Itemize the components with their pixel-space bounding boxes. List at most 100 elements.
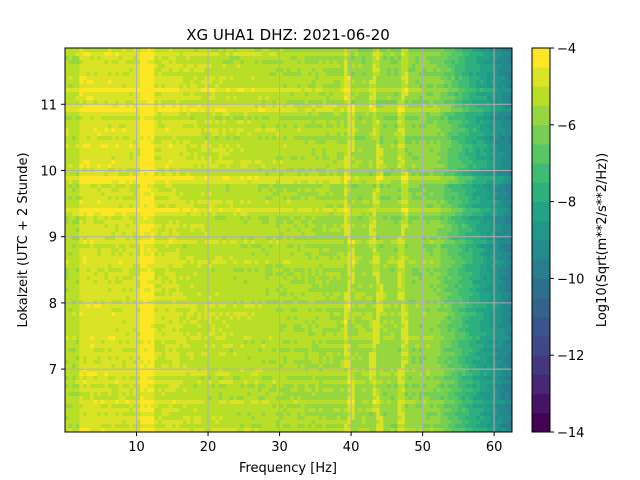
spectrogram-cell <box>411 60 416 65</box>
spectrogram-cell <box>122 144 127 149</box>
spectrogram-cell <box>368 164 373 169</box>
spectrogram-cell <box>183 116 187 121</box>
spectrogram-cell <box>479 52 484 57</box>
spectrogram-cell <box>354 56 359 61</box>
spectrogram-cell <box>115 64 120 69</box>
spectrogram-cell <box>386 172 391 177</box>
spectrogram-cell <box>258 80 263 85</box>
spectrogram-cell <box>304 136 309 141</box>
spectrogram-cell <box>304 172 309 177</box>
spectrogram-cell <box>386 60 391 65</box>
spectrogram-cell <box>72 96 77 101</box>
spectrogram-cell <box>254 92 259 97</box>
spectrogram-cell <box>415 108 420 113</box>
spectrogram-cell <box>65 196 69 201</box>
spectrogram-cell <box>386 184 391 189</box>
spectrogram-cell <box>93 188 98 193</box>
spectrogram-cell <box>336 48 341 53</box>
spectrogram-cell <box>132 156 137 161</box>
spectrogram-cell <box>168 164 173 169</box>
spectrogram-cell <box>100 72 105 77</box>
spectrogram-cell <box>393 172 398 177</box>
spectrogram-cell <box>358 200 363 205</box>
spectrogram-cell <box>272 84 277 89</box>
spectrogram-cell <box>436 152 441 157</box>
spectrogram-cell <box>315 92 320 97</box>
spectrogram-cell <box>347 128 352 133</box>
spectrogram-cell <box>501 52 506 57</box>
spectrogram-cell <box>444 76 449 81</box>
spectrogram-cell <box>93 60 98 65</box>
spectrogram-cell <box>118 144 123 149</box>
spectrogram-cell <box>447 120 452 125</box>
spectrogram-cell <box>111 96 116 101</box>
spectrogram-cell <box>404 128 409 133</box>
spectrogram-cell <box>504 84 509 89</box>
spectrogram-cell <box>447 136 452 141</box>
spectrogram-cell <box>354 200 359 205</box>
spectrogram-cell <box>157 148 162 153</box>
spectrogram-cell <box>365 120 370 125</box>
spectrogram-cell <box>243 196 248 201</box>
spectrogram-cell <box>440 52 445 57</box>
spectrogram-cell <box>486 188 491 193</box>
spectrogram-cell <box>454 60 459 65</box>
spectrogram-cell <box>186 160 191 165</box>
spectrogram-cell <box>329 152 334 157</box>
spectrogram-cell <box>183 112 187 117</box>
spectrogram-cell <box>308 132 313 137</box>
spectrogram-cell <box>361 188 366 193</box>
spectrogram-cell <box>215 100 220 105</box>
spectrogram-cell <box>132 84 137 89</box>
spectrogram-cell <box>301 68 305 73</box>
spectrogram-cell <box>172 196 177 201</box>
spectrogram-cell <box>501 68 506 73</box>
spectrogram-cell <box>343 196 348 201</box>
spectrogram-cell <box>193 164 198 169</box>
spectrogram-cell <box>86 48 91 53</box>
spectrogram-cell <box>157 164 162 169</box>
spectrogram-cell <box>247 156 252 161</box>
spectrogram-cell <box>469 96 474 101</box>
spectrogram-cell <box>157 128 162 133</box>
spectrogram-cell <box>136 56 141 61</box>
spectrogram-cell <box>72 92 77 97</box>
spectrogram-cell <box>132 108 137 113</box>
spectrogram-cell <box>422 196 427 201</box>
spectrogram-cell <box>172 132 177 137</box>
spectrogram-cell <box>68 76 73 81</box>
spectrogram-cell <box>390 104 395 109</box>
spectrogram-cell <box>494 192 499 197</box>
spectrogram-cell <box>383 96 388 101</box>
spectrogram-cell <box>447 52 452 57</box>
spectrogram-cell <box>236 132 241 137</box>
spectrogram-cell <box>136 60 141 65</box>
spectrogram-cell <box>476 120 481 125</box>
spectrogram-cell <box>275 48 280 53</box>
spectrogram-cell <box>451 84 456 89</box>
spectrogram-cell <box>426 116 431 121</box>
spectrogram-cell <box>340 88 345 93</box>
spectrogram-cell <box>183 104 187 109</box>
spectrogram-cell <box>65 152 69 157</box>
spectrogram-cell <box>82 84 87 89</box>
spectrogram-cell <box>229 192 234 197</box>
spectrogram-cell <box>336 112 341 117</box>
spectrogram-cell <box>197 84 202 89</box>
spectrogram-cell <box>150 76 155 81</box>
spectrogram-cell <box>479 124 484 129</box>
spectrogram-cell <box>268 196 273 201</box>
spectrogram-cell <box>415 48 420 53</box>
spectrogram-cell <box>368 56 373 61</box>
spectrogram-cell <box>247 60 252 65</box>
spectrogram-cell <box>419 76 423 81</box>
spectrogram-cell <box>122 184 127 189</box>
spectrogram-cell <box>390 144 395 149</box>
spectrogram-cell <box>365 196 370 201</box>
spectrogram-cell <box>422 104 427 109</box>
spectrogram-cell <box>254 84 259 89</box>
spectrogram-cell <box>347 80 352 85</box>
spectrogram-cell <box>165 80 170 85</box>
spectrogram-cell <box>318 108 323 113</box>
spectrogram-cell <box>140 160 145 165</box>
